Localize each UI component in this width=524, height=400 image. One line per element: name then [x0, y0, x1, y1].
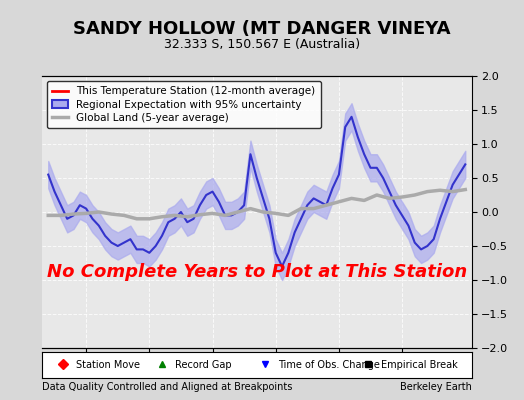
- Text: 32.333 S, 150.567 E (Australia): 32.333 S, 150.567 E (Australia): [164, 38, 360, 51]
- Text: Record Gap: Record Gap: [175, 360, 232, 370]
- Text: Station Move: Station Move: [77, 360, 140, 370]
- Text: Berkeley Earth: Berkeley Earth: [400, 382, 472, 392]
- Text: Time of Obs. Change: Time of Obs. Change: [278, 360, 380, 370]
- Text: SANDY HOLLOW (MT DANGER VINEYA: SANDY HOLLOW (MT DANGER VINEYA: [73, 20, 451, 38]
- Legend: This Temperature Station (12-month average), Regional Expectation with 95% uncer: This Temperature Station (12-month avera…: [47, 81, 321, 128]
- Text: No Complete Years to Plot at This Station: No Complete Years to Plot at This Statio…: [47, 263, 467, 281]
- Text: Empirical Break: Empirical Break: [381, 360, 458, 370]
- Text: Data Quality Controlled and Aligned at Breakpoints: Data Quality Controlled and Aligned at B…: [42, 382, 292, 392]
